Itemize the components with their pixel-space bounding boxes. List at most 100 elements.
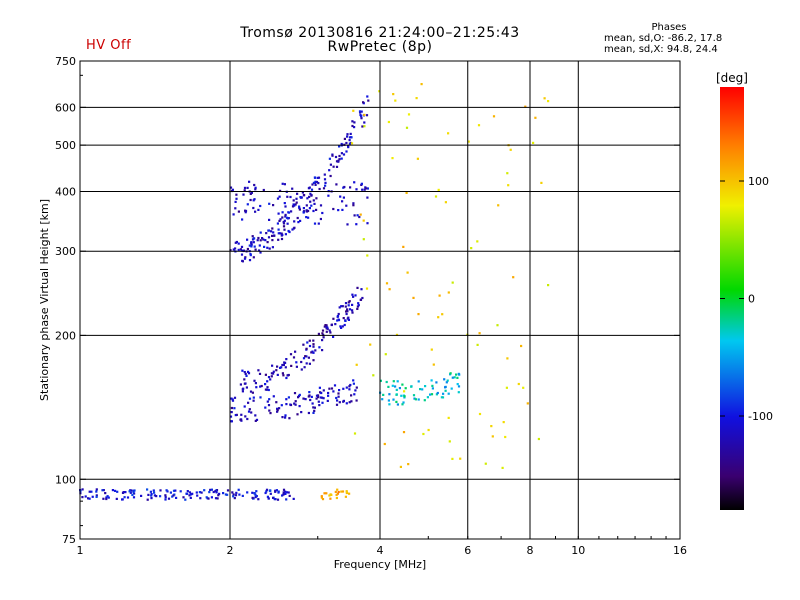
echo-point <box>249 198 252 202</box>
echo-point <box>406 271 409 274</box>
hv-status-label: HV Off <box>86 38 132 53</box>
colorbar-tick-label: 0 <box>748 293 755 306</box>
echo-point <box>325 492 328 495</box>
echo-point <box>252 256 255 259</box>
echo-point <box>438 294 441 297</box>
echo-point <box>436 391 439 395</box>
echo-point <box>253 183 256 187</box>
echo-point <box>345 312 348 316</box>
echo-point <box>237 242 240 245</box>
echo-point <box>259 231 262 234</box>
echo-point <box>205 496 208 499</box>
echo-point <box>270 375 273 378</box>
echo-point <box>263 245 266 248</box>
echo-point <box>128 490 131 493</box>
echo-point <box>289 195 292 199</box>
echo-point <box>277 212 280 215</box>
echo-point <box>328 494 331 497</box>
echo-point <box>366 222 369 225</box>
y-tick-label: 75 <box>62 533 76 546</box>
echo-point <box>284 233 287 236</box>
echo-point <box>330 323 333 327</box>
echo-point <box>347 316 350 319</box>
y-tick-label: 750 <box>55 55 76 68</box>
echo-point <box>153 494 156 497</box>
echo-point <box>114 489 117 492</box>
echo-point <box>352 202 355 205</box>
chart-title: Tromsø 20130816 21:24:00–21:25:43 <box>240 25 520 41</box>
echo-point <box>321 211 324 215</box>
echo-point <box>312 339 315 342</box>
echo-point <box>258 244 261 247</box>
echo-point <box>247 401 250 404</box>
echo-point <box>172 489 176 492</box>
echo-point <box>445 381 448 384</box>
echo-point <box>249 253 252 256</box>
y-tick-label: 300 <box>55 245 76 258</box>
echo-point <box>342 317 345 320</box>
echo-point <box>262 188 265 192</box>
echo-point <box>199 497 202 500</box>
echo-point <box>517 382 520 386</box>
echo-point <box>341 490 345 493</box>
echo-point <box>306 341 309 344</box>
echo-point <box>441 313 444 316</box>
echo-point <box>405 191 408 194</box>
y-tick-label: 600 <box>55 101 76 114</box>
echo-point <box>132 491 135 494</box>
echo-point <box>284 366 287 369</box>
echo-point <box>540 181 543 184</box>
echo-point <box>323 492 326 495</box>
echo-point <box>356 307 359 310</box>
echo-point <box>426 396 429 399</box>
echo-point <box>164 494 167 497</box>
echo-point <box>448 440 451 443</box>
x-tick-label: 1 <box>77 544 84 557</box>
echo-point <box>230 397 233 400</box>
echo-point <box>307 209 310 213</box>
echo-point <box>175 496 178 499</box>
echo-point <box>266 400 269 403</box>
echo-point <box>315 394 319 397</box>
echo-point <box>124 491 127 494</box>
phase-stats-o: mean, sd,O: -86.2, 17.8 <box>604 33 723 44</box>
echo-point <box>285 491 288 494</box>
echo-point <box>329 174 332 178</box>
echo-point <box>257 498 260 501</box>
echo-point <box>290 210 293 213</box>
echo-point <box>348 136 352 139</box>
echo-point <box>340 142 343 146</box>
echo-point <box>421 388 424 391</box>
echo-point <box>246 186 249 189</box>
echo-point <box>318 386 321 389</box>
echo-point <box>357 302 360 305</box>
echo-point <box>232 493 235 496</box>
echo-point <box>337 209 340 212</box>
echo-point <box>455 373 458 376</box>
echo-point <box>337 490 340 494</box>
echo-point <box>276 222 279 225</box>
echo-point <box>451 376 454 379</box>
echo-point <box>132 496 136 499</box>
echo-point <box>313 176 316 179</box>
echo-point <box>322 187 326 190</box>
phase-stats-x: mean, sd,X: 94.8, 24.4 <box>604 44 718 55</box>
echo-point <box>312 345 315 348</box>
echo-point <box>240 249 243 252</box>
echo-point <box>250 411 253 414</box>
echo-point <box>470 247 473 250</box>
echo-point <box>342 387 345 390</box>
echo-point <box>232 213 235 216</box>
echo-point <box>283 228 286 231</box>
echo-point <box>150 497 153 500</box>
echo-point <box>543 97 546 100</box>
echo-point <box>334 323 337 326</box>
echo-point <box>340 490 343 493</box>
echo-point <box>317 182 320 185</box>
echo-point <box>294 203 297 206</box>
echo-point <box>360 117 363 120</box>
echo-point <box>496 324 499 327</box>
echo-point <box>254 186 257 189</box>
echo-point <box>348 142 351 145</box>
echo-point <box>233 497 236 500</box>
